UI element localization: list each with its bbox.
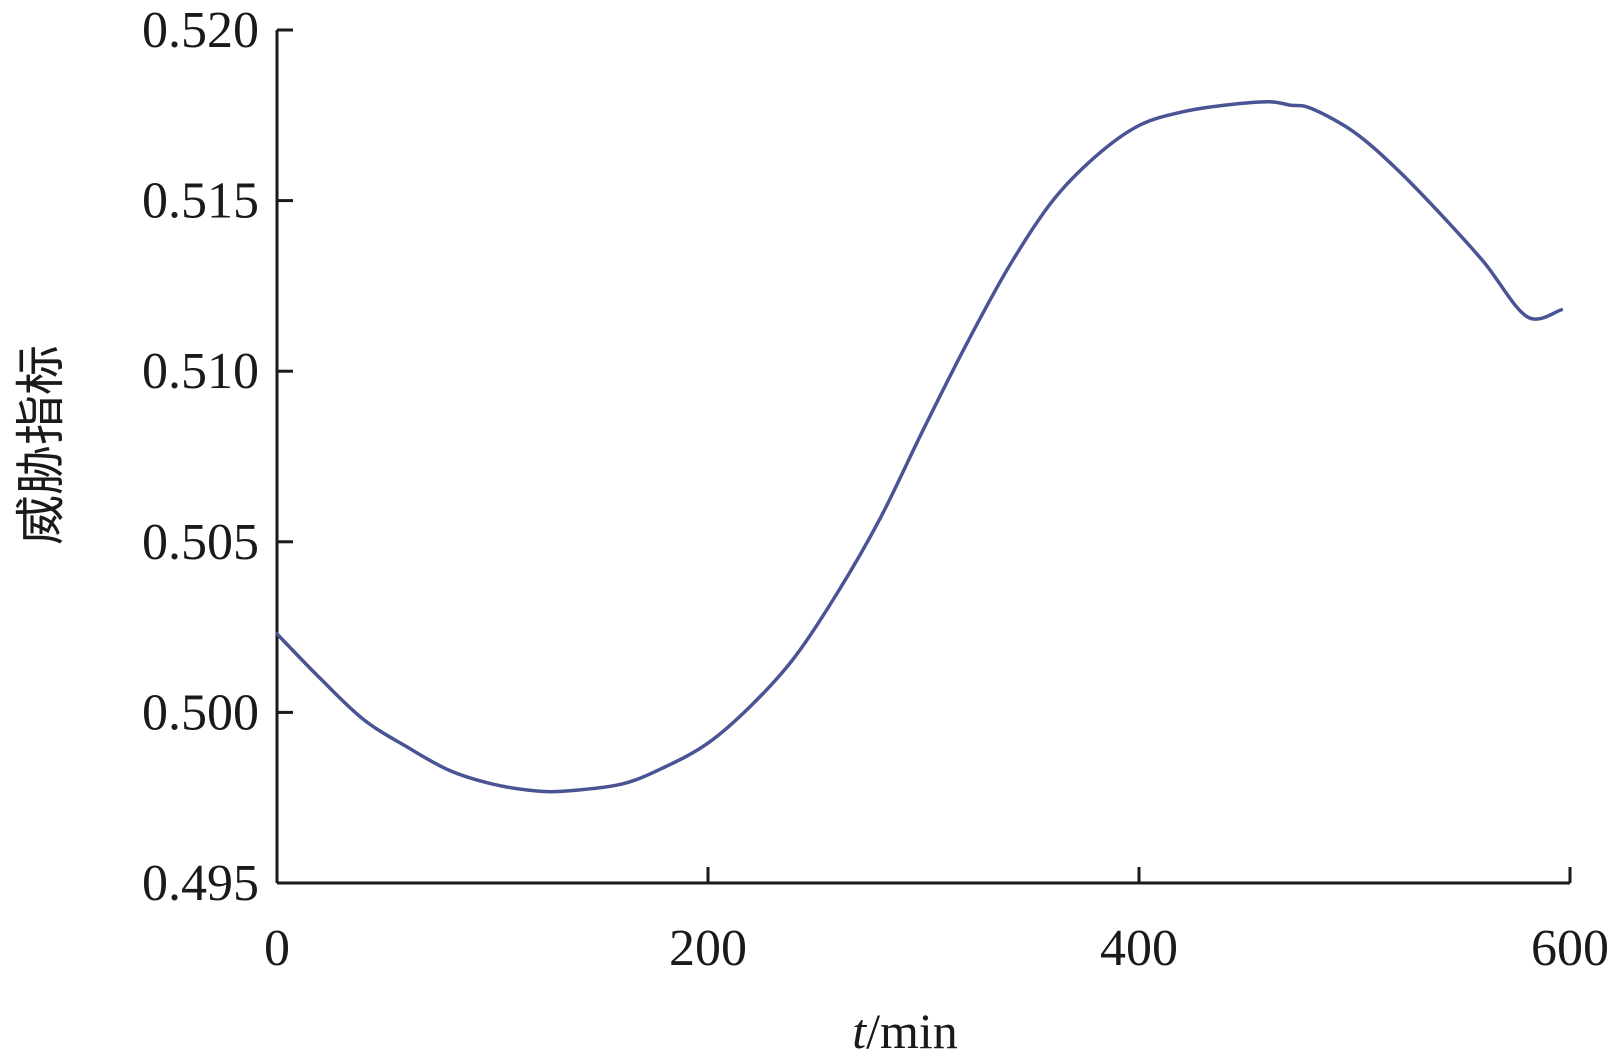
series-line-0 (275, 99, 1564, 794)
y-tick-label: 0.500 (142, 684, 259, 741)
x-axis-title: t/min (852, 1003, 958, 1059)
x-axis-title-unit: /min (866, 1003, 958, 1059)
x-tick-label: 200 (669, 920, 747, 977)
series-group (275, 99, 1564, 794)
y-tick-label: 0.505 (142, 514, 259, 571)
y-tick-label: 0.515 (142, 173, 259, 230)
x-tick-label: 0 (264, 920, 290, 977)
y-tick-label: 0.520 (142, 2, 259, 59)
x-tick-label: 400 (1100, 920, 1178, 977)
y-tick-label: 0.510 (142, 343, 259, 400)
x-tick-label: 600 (1531, 920, 1609, 977)
y-axis-ticks: 0.495 0.500 0.505 0.510 0.515 0.520 (142, 2, 293, 912)
y-axis-title: 威胁指标 (13, 345, 69, 545)
y-tick-label: 0.495 (142, 855, 259, 912)
chart-axes (275, 30, 1570, 885)
x-axis-ticks: 0 200 400 600 (264, 867, 1609, 977)
x-axis-title-variable: t (852, 1003, 867, 1059)
